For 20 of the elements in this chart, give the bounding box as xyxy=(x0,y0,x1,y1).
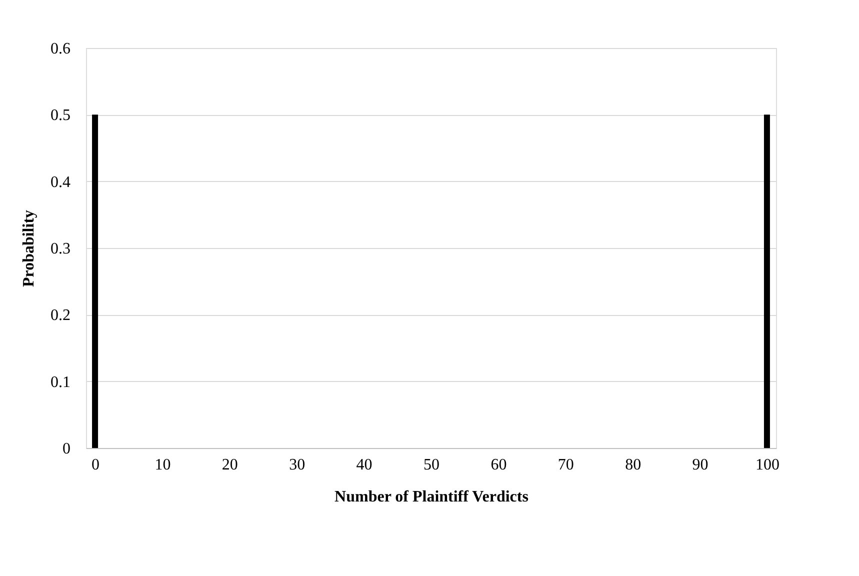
x-tick-label: 100 xyxy=(755,456,780,474)
x-tick-label: 90 xyxy=(692,456,708,474)
y-tick-label: 0.1 xyxy=(50,374,70,391)
x-tick-label: 10 xyxy=(154,456,171,474)
y-tick-label: 0.3 xyxy=(50,240,70,258)
y-tick-label: 0.5 xyxy=(50,107,70,124)
x-tick-label: 40 xyxy=(356,456,372,474)
x-tick-label: 30 xyxy=(289,456,306,474)
y-tick-label: 0.4 xyxy=(50,174,70,191)
y-tick-label: 0 xyxy=(62,440,70,458)
x-tick-label: 0 xyxy=(92,456,100,474)
x-axis-title: Number of Plaintiff Verdicts xyxy=(334,488,528,506)
x-tick-label: 80 xyxy=(625,456,642,474)
x-tick-label: 60 xyxy=(490,456,507,474)
x-tick-label: 50 xyxy=(424,456,440,474)
x-tick-label: 20 xyxy=(222,456,238,474)
y-axis-title: Probability xyxy=(20,210,38,288)
x-tick-label: 70 xyxy=(558,456,574,474)
y-tick-label: 0.2 xyxy=(50,307,70,324)
y-tick-label: 0.6 xyxy=(50,40,70,58)
